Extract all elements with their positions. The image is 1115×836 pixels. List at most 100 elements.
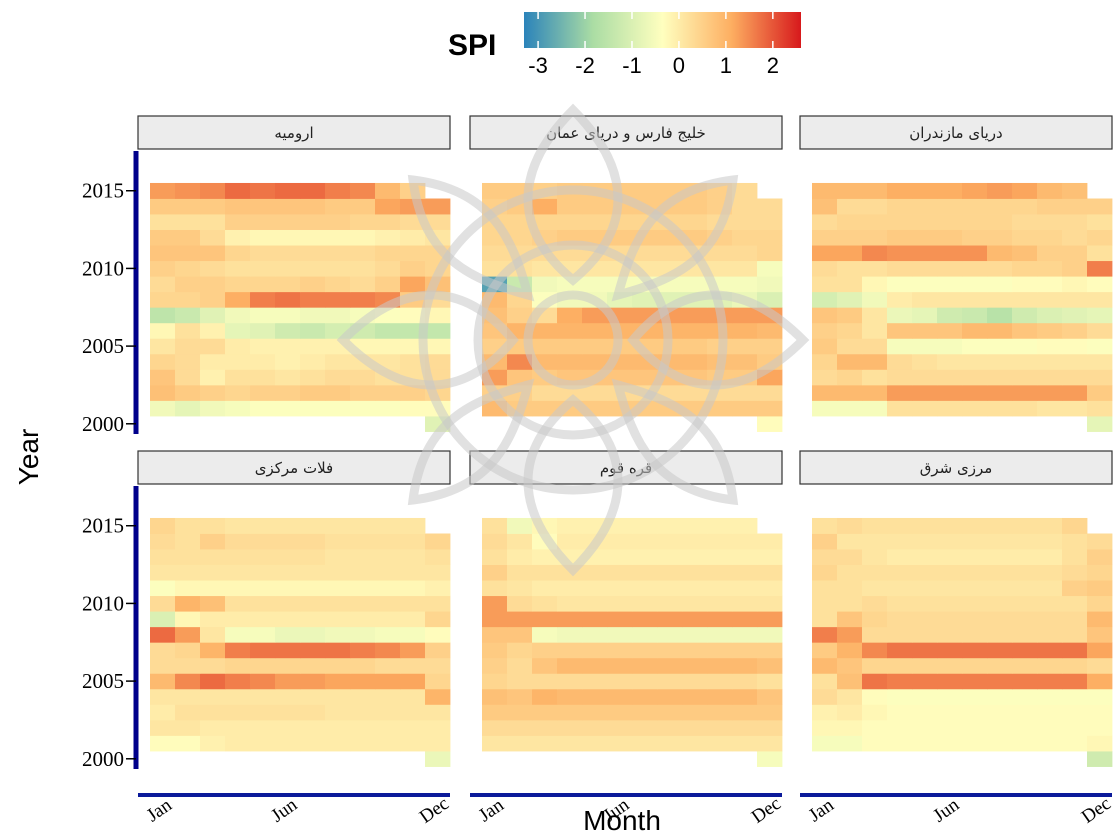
- heatmap-cell: [325, 626, 351, 643]
- heatmap-cell: [425, 322, 451, 339]
- heatmap-cell: [325, 704, 351, 721]
- heatmap-cell: [912, 735, 938, 752]
- heatmap-cell: [250, 338, 276, 355]
- heatmap-cell: [275, 673, 301, 690]
- heatmap-cell: [837, 642, 863, 659]
- heatmap-cell: [632, 611, 658, 628]
- heatmap-cell: [250, 291, 276, 308]
- heatmap-cell: [200, 338, 226, 355]
- heatmap-cell: [400, 735, 426, 752]
- heatmap-cell: [300, 657, 326, 674]
- heatmap-cell: [275, 400, 301, 417]
- heatmap-cell: [175, 400, 201, 417]
- facet-strip: [469, 115, 783, 150]
- heatmap-cell: [887, 400, 913, 417]
- heatmap-cell: [1012, 533, 1038, 550]
- heatmap-cell: [937, 353, 963, 370]
- heatmap-cell: [325, 182, 351, 199]
- heatmap-cell: [175, 369, 201, 386]
- heatmap-cell: [582, 642, 608, 659]
- heatmap-cell: [962, 735, 988, 752]
- heatmap-cell: [937, 276, 963, 293]
- heatmap-cell: [225, 533, 251, 550]
- heatmap-cell: [200, 735, 226, 752]
- heatmap-cell: [425, 595, 451, 612]
- heatmap-cell: [632, 517, 658, 534]
- heatmap-cell: [482, 564, 508, 581]
- heatmap-cell: [887, 657, 913, 674]
- heatmap-cell: [557, 611, 583, 628]
- heatmap-cell: [812, 338, 838, 355]
- heatmap-cell: [812, 276, 838, 293]
- heatmap-cell: [1087, 369, 1113, 386]
- heatmap-cell: [757, 291, 783, 308]
- heatmap-cell: [400, 642, 426, 659]
- heatmap-cell: [862, 307, 888, 324]
- heatmap-cell: [325, 580, 351, 597]
- watermark-logo: [336, 103, 810, 577]
- heatmap-cell: [275, 182, 301, 199]
- x-axis-title: Month: [583, 805, 661, 836]
- heatmap-cell: [1062, 719, 1088, 736]
- x-tick-label: Dec: [748, 793, 785, 828]
- heatmap-cell: [1062, 307, 1088, 324]
- heatmap-cell: [607, 564, 633, 581]
- heatmap-cell: [812, 260, 838, 277]
- heatmap-cell: [300, 400, 326, 417]
- heatmap-cell: [632, 719, 658, 736]
- heatmap-cell: [275, 595, 301, 612]
- heatmap-cell: [962, 229, 988, 246]
- heatmap-cell: [837, 384, 863, 401]
- heatmap-cell: [757, 564, 783, 581]
- heatmap-cell: [482, 517, 508, 534]
- heatmap-cell: [1037, 400, 1063, 417]
- heatmap-cell: [175, 307, 201, 324]
- heatmap-cell: [300, 384, 326, 401]
- heatmap-cell: [557, 626, 583, 643]
- heatmap-cell: [275, 338, 301, 355]
- heatmap-cell: [375, 384, 401, 401]
- heatmap-cell: [1037, 595, 1063, 612]
- heatmap-cell: [912, 673, 938, 690]
- heatmap-cell: [150, 369, 176, 386]
- heatmap-cell: [1087, 642, 1113, 659]
- heatmap-cell: [887, 369, 913, 386]
- heatmap-cell: [657, 611, 683, 628]
- heatmap-cell: [707, 673, 733, 690]
- heatmap-cell: [532, 549, 558, 565]
- heatmap-cell: [557, 688, 583, 705]
- heatmap-cell: [682, 704, 708, 721]
- heatmap-cell: [275, 276, 301, 293]
- heatmap-cell: [937, 322, 963, 339]
- heatmap-cell: [1087, 657, 1113, 674]
- heatmap-cell: [1087, 198, 1113, 215]
- heatmap-cell: [250, 322, 276, 339]
- heatmap-cell: [912, 704, 938, 721]
- heatmap-cell: [225, 688, 251, 705]
- heatmap-cell: [987, 704, 1013, 721]
- facet-panels: ارومیه 2000 2005 2010 2015 خلیج فارس و دریای …: [82, 115, 1115, 828]
- facet-strip: [799, 450, 1113, 485]
- heatmap-cell: [350, 517, 376, 534]
- heatmap-cell: [325, 353, 351, 370]
- heatmap-cell: [532, 400, 558, 417]
- heatmap-cell: [1037, 322, 1063, 339]
- heatmap-cell: [887, 719, 913, 736]
- heatmap-cell: [757, 688, 783, 705]
- heatmap-cell: [200, 245, 226, 262]
- heatmap-cell: [1037, 704, 1063, 721]
- heatmap-cell: [250, 384, 276, 401]
- heatmap-cell: [862, 719, 888, 736]
- heatmap-cell: [557, 580, 583, 597]
- heatmap-cell: [532, 384, 558, 401]
- heatmap-cell: [707, 260, 733, 277]
- heatmap-cell: [837, 517, 863, 534]
- heatmap-cell: [632, 688, 658, 705]
- heatmap-cell: [175, 322, 201, 339]
- heatmap-cell: [837, 229, 863, 246]
- heatmap-cell: [325, 564, 351, 581]
- heatmap-cell: [425, 549, 451, 565]
- heatmap-cell: [1037, 564, 1063, 581]
- y-tick-label: 2015: [82, 514, 124, 538]
